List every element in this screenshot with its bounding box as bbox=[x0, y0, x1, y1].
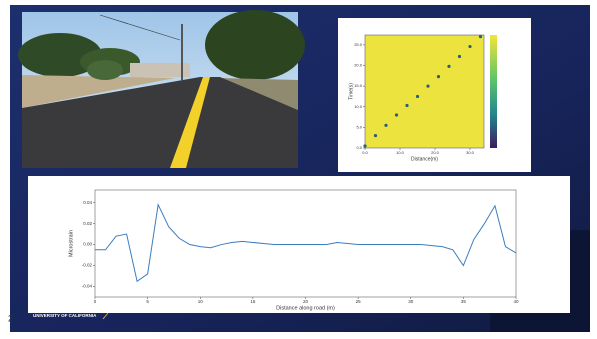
x-tick-label: 0 bbox=[94, 299, 97, 304]
x-axis-label: Distance along road (m) bbox=[276, 305, 335, 311]
y-tick-label: 20.0 bbox=[354, 63, 363, 68]
x-tick-label: 10.0 bbox=[396, 150, 405, 155]
y-tick-label: 5.0 bbox=[356, 124, 362, 129]
x-tick-label: 25 bbox=[356, 299, 362, 304]
scatter-point bbox=[447, 64, 451, 68]
scatter-point bbox=[468, 44, 472, 49]
y-tick-label: 10.0 bbox=[354, 104, 363, 109]
y-axis-label: Time(s) bbox=[348, 83, 354, 100]
x-tick-label: 20 bbox=[303, 299, 309, 304]
colorbar bbox=[490, 35, 497, 148]
x-tick-label: 10 bbox=[198, 299, 204, 304]
y-tick-label: 25.0 bbox=[354, 42, 363, 47]
scatter-point bbox=[394, 113, 399, 117]
x-tick-label: 35 bbox=[461, 299, 467, 304]
y-tick-label: 0.04 bbox=[83, 200, 92, 205]
x-tick-label: 15 bbox=[250, 299, 256, 304]
x-tick-label: 5 bbox=[146, 299, 149, 304]
scatter-point bbox=[415, 94, 420, 99]
scatter-point bbox=[436, 75, 441, 79]
scatter-point bbox=[363, 144, 367, 148]
x-tick-label: 40 bbox=[513, 299, 519, 304]
scatter-point bbox=[457, 54, 462, 59]
y-tick-label: -0.04 bbox=[82, 284, 93, 289]
y-tick-label: -0.02 bbox=[82, 263, 93, 268]
x-tick-label: 30 bbox=[408, 299, 414, 304]
page-number: 2 bbox=[8, 313, 13, 323]
scatter-point bbox=[478, 35, 483, 39]
y-tick-label: 0.00 bbox=[83, 242, 92, 247]
scatter-point bbox=[384, 123, 388, 127]
scatter-point bbox=[373, 134, 378, 138]
plot-background bbox=[365, 35, 484, 148]
footer-logo: UNIVERSITY OF CALIFORNIA bbox=[33, 313, 97, 318]
y-tick-label: 0.02 bbox=[83, 221, 92, 226]
scatter-point bbox=[405, 103, 409, 108]
y-tick-label: 15.0 bbox=[354, 83, 363, 88]
y-tick-label: 0.0 bbox=[356, 145, 362, 150]
x-tick-label: 30.0 bbox=[466, 150, 475, 155]
logo-mark bbox=[102, 312, 109, 320]
x-tick-label: 0.0 bbox=[362, 150, 368, 155]
data-line bbox=[95, 203, 517, 283]
scatter-point bbox=[426, 84, 430, 88]
x-axis-label: Distance(m) bbox=[411, 156, 438, 162]
y-axis-label: Microstrain bbox=[68, 230, 74, 257]
road-photo bbox=[18, 10, 305, 168]
x-tick-label: 20.0 bbox=[431, 150, 440, 155]
plot-frame bbox=[364, 34, 485, 149]
